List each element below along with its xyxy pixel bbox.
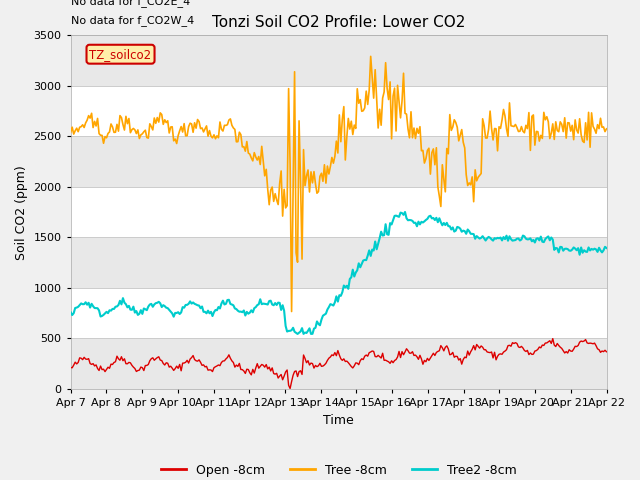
Bar <box>70 136 607 187</box>
Text: No data for f_CO2W_4: No data for f_CO2W_4 <box>70 15 194 26</box>
Bar <box>70 238 607 288</box>
Bar <box>70 36 607 86</box>
Bar <box>70 338 607 389</box>
Text: No data for f_CO2E_4: No data for f_CO2E_4 <box>70 0 190 7</box>
Legend: Open -8cm, Tree -8cm, Tree2 -8cm: Open -8cm, Tree -8cm, Tree2 -8cm <box>156 459 522 480</box>
Text: TZ_soilco2: TZ_soilco2 <box>90 48 152 60</box>
X-axis label: Time: Time <box>323 414 354 427</box>
Y-axis label: Soil CO2 (ppm): Soil CO2 (ppm) <box>15 165 28 260</box>
Title: Tonzi Soil CO2 Profile: Lower CO2: Tonzi Soil CO2 Profile: Lower CO2 <box>212 15 465 30</box>
